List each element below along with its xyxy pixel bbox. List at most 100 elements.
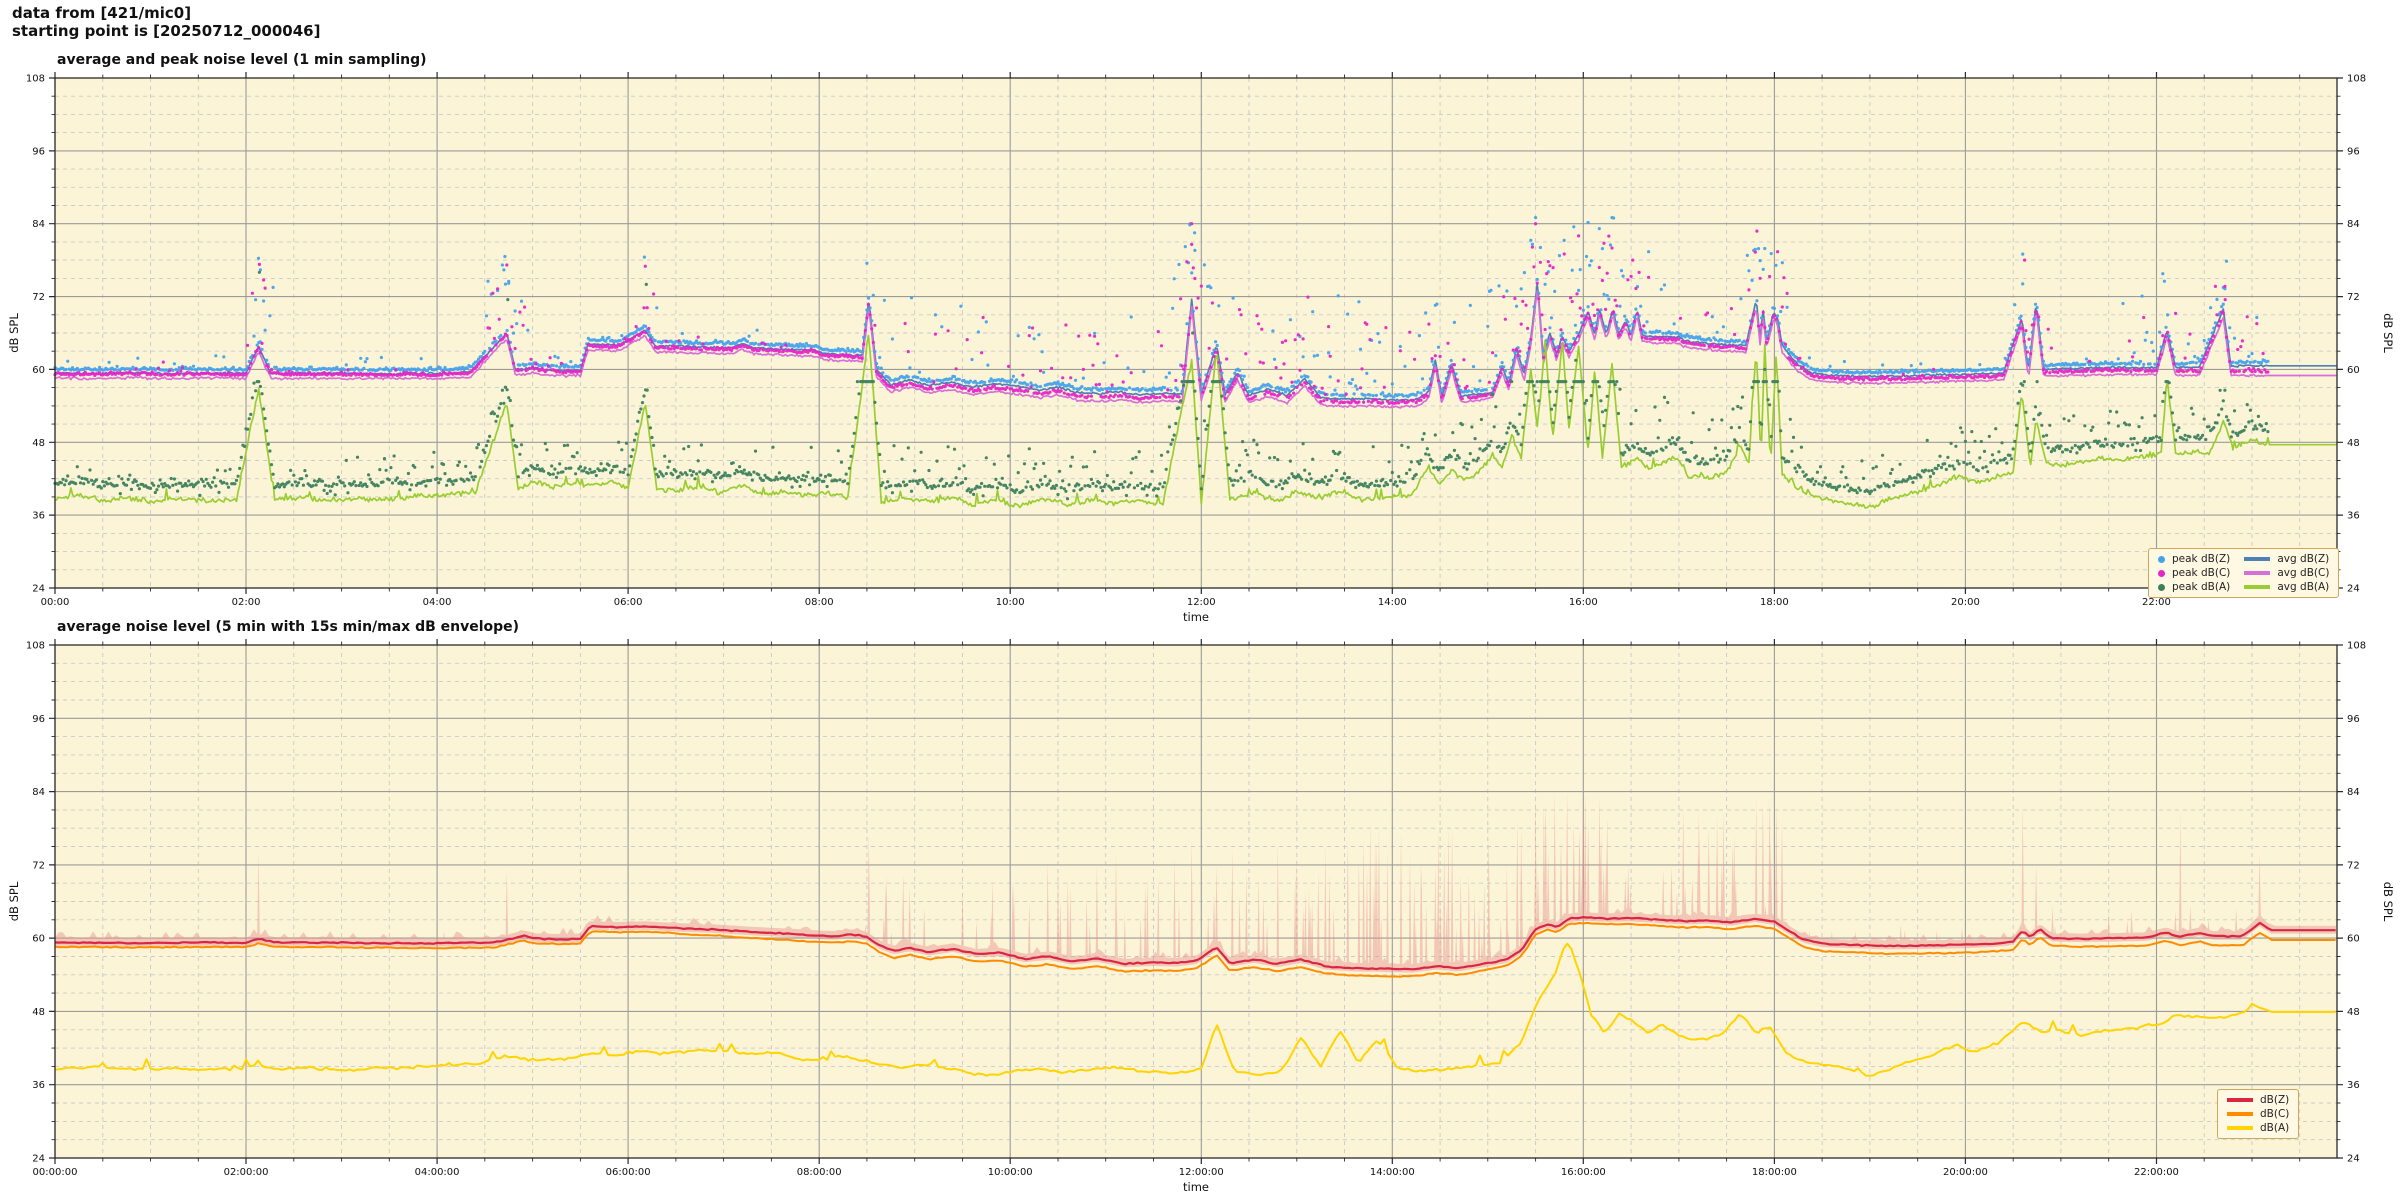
legend-dot-marker <box>2158 583 2165 591</box>
y-tick-label-left: 24 <box>32 1154 45 1165</box>
chart1-legend: peak dB(Z) peak dB(C) peak dB(A) avg dB(Z) a… <box>2148 548 2340 598</box>
y-tick-label-left: 96 <box>32 714 45 725</box>
legend-label: peak dB(C) <box>2172 567 2231 579</box>
y-tick-label-right: 36 <box>2347 1080 2360 1091</box>
y-tick-label-right: 96 <box>2347 714 2360 725</box>
y-axis-label-right: dB SPL <box>2381 313 2395 353</box>
y-tick-label-left: 60 <box>32 365 45 376</box>
y-tick-label-left: 84 <box>32 787 45 798</box>
y-tick-label-right: 84 <box>2347 219 2360 230</box>
x-tick-label: 04:00:00 <box>415 1167 460 1178</box>
x-tick-label: 02:00 <box>232 597 261 608</box>
legend-line-marker <box>2244 571 2271 575</box>
x-tick-label: 22:00:00 <box>2134 1167 2179 1178</box>
y-tick-label-right: 24 <box>2347 584 2360 595</box>
x-tick-label: 14:00 <box>1378 597 1407 608</box>
plot-area <box>55 78 2337 588</box>
legend-label: dB(C) <box>2260 1108 2290 1120</box>
y-tick-label-left: 36 <box>32 511 45 522</box>
legend-label: avg dB(C) <box>2277 567 2330 579</box>
legend-item: avg dB(C) <box>2244 567 2329 579</box>
chart1-title: average and peak noise level (1 min samp… <box>57 52 427 68</box>
chart2: 00:00:00 02:00:00 04:00:00 06:00:00 08:00:00… <box>7 639 2395 1194</box>
legend-dot-marker <box>2158 555 2165 563</box>
legend-item: dB(C) <box>2227 1108 2289 1120</box>
y-tick-label-left: 48 <box>32 438 45 449</box>
x-tick-label: 06:00:00 <box>606 1167 651 1178</box>
x-tick-label: 18:00 <box>1760 597 1789 608</box>
y-tick-label-left: 36 <box>32 1080 45 1091</box>
y-tick-label-left: 48 <box>32 1007 45 1018</box>
legend-item: dB(Z) <box>2227 1094 2289 1106</box>
legend-item: peak dB(Z) <box>2158 553 2230 565</box>
x-tick-label: 22:00 <box>2142 597 2171 608</box>
ticks-minor <box>51 74 2341 592</box>
x-tick-label: 16:00 <box>1569 597 1598 608</box>
grid-minor <box>55 78 2337 588</box>
y-tick-label-right: 48 <box>2347 438 2360 449</box>
y-tick-label-right: 48 <box>2347 1007 2360 1018</box>
chart1: 00:00 02:00 04:00 06:00 08:00 10:00 12:00 14:00… <box>7 72 2395 624</box>
x-tick-label: 08:00:00 <box>797 1167 842 1178</box>
y-axis-label-left: dB SPL <box>7 881 21 921</box>
line-avg_a <box>54 334 2337 509</box>
x-tick-label: 10:00:00 <box>988 1167 1033 1178</box>
y-tick-label-right: 36 <box>2347 511 2360 522</box>
x-tick-label: 10:00 <box>996 597 1025 608</box>
chart2-title: average noise level (5 min with 15s min/… <box>57 619 520 635</box>
x-tick-label: 00:00 <box>41 597 70 608</box>
legend-item: peak dB(A) <box>2158 581 2230 593</box>
legend-label: avg dB(A) <box>2277 581 2330 593</box>
chart2-legend: dB(Z) dB(C) dB(A) <box>2217 1089 2300 1139</box>
y-tick-label-right: 72 <box>2347 860 2360 871</box>
line-ba <box>54 942 2336 1077</box>
x-tick-label: 14:00:00 <box>1370 1167 1415 1178</box>
legend-line-marker <box>2244 557 2271 561</box>
x-tick-label: 02:00:00 <box>224 1167 269 1178</box>
x-tick-label: 00:00:00 <box>33 1167 78 1178</box>
ticks-major <box>49 639 2343 1164</box>
legend-label: avg dB(Z) <box>2277 553 2330 565</box>
y-axis-label-left: dB SPL <box>7 313 21 353</box>
line-bz <box>54 916 2336 971</box>
grid-minor <box>55 645 2337 1158</box>
y-tick-label-right: 108 <box>2347 641 2366 652</box>
y-tick-label-right: 72 <box>2347 292 2360 303</box>
y-axis-label-right: dB SPL <box>2381 882 2395 922</box>
y-tick-label-left: 72 <box>32 292 45 303</box>
header-line1: data from [421/mic0] <box>12 4 192 22</box>
legend-item: avg dB(A) <box>2244 581 2329 593</box>
y-tick-label-left: 84 <box>32 219 45 230</box>
legend-label: dB(Z) <box>2260 1094 2290 1106</box>
x-tick-label: 12:00 <box>1187 597 1216 608</box>
x-tick-label: 06:00 <box>614 597 643 608</box>
y-tick-label-left: 24 <box>32 584 45 595</box>
x-tick-label: 08:00 <box>805 597 834 608</box>
x-tick-label: 20:00 <box>1951 597 1980 608</box>
y-tick-label-left: 60 <box>32 934 45 945</box>
line-bc <box>54 921 2336 978</box>
y-tick-label-left: 72 <box>32 860 45 871</box>
legend-label: dB(A) <box>2260 1122 2290 1134</box>
legend-item: peak dB(C) <box>2158 567 2230 579</box>
x-axis-label: time <box>1183 1180 1209 1194</box>
y-tick-label-right: 96 <box>2347 146 2360 157</box>
legend-label: peak dB(A) <box>2172 581 2231 593</box>
x-tick-label: 04:00 <box>423 597 452 608</box>
y-tick-label-right: 60 <box>2347 365 2360 376</box>
legend-line-marker <box>2227 1098 2253 1102</box>
y-tick-label-right: 108 <box>2347 74 2366 85</box>
ticks-minor <box>51 641 2341 1162</box>
legend-label: peak dB(Z) <box>2172 553 2231 565</box>
legend-line-marker <box>2227 1126 2253 1130</box>
line-avg_c <box>54 290 2337 409</box>
y-tick-label-left: 108 <box>26 641 45 652</box>
legend-line-marker <box>2227 1112 2253 1116</box>
legend-dot-marker <box>2158 569 2165 577</box>
header-line2: starting point is [20250712_000046] <box>12 22 321 40</box>
y-tick-label-right: 24 <box>2347 1154 2360 1165</box>
x-tick-label: 12:00:00 <box>1179 1167 1224 1178</box>
y-tick-label-right: 84 <box>2347 787 2360 798</box>
